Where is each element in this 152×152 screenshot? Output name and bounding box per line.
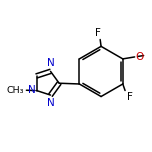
- Text: CH₃: CH₃: [7, 86, 24, 95]
- Text: O: O: [136, 52, 144, 62]
- Text: F: F: [95, 28, 101, 38]
- Text: N: N: [47, 98, 55, 108]
- Text: N: N: [47, 58, 55, 68]
- Text: F: F: [127, 92, 133, 102]
- Text: N: N: [28, 85, 35, 95]
